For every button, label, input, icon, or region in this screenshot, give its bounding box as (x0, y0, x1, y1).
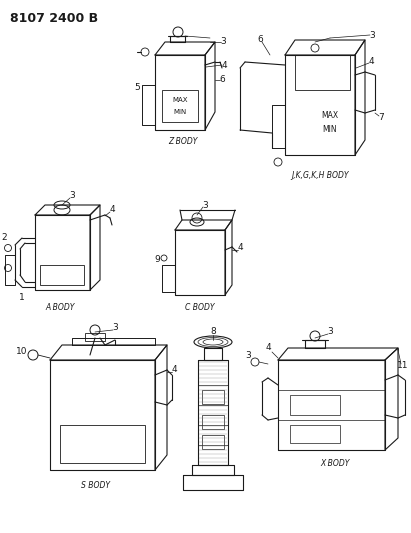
Text: C BODY: C BODY (185, 303, 215, 312)
Bar (202, 435, 224, 449)
Text: 10: 10 (16, 348, 28, 357)
Text: 1: 1 (19, 294, 25, 303)
Bar (85, 333, 105, 341)
Text: 3: 3 (69, 191, 75, 200)
Bar (290, 425, 340, 443)
Text: MAX: MAX (172, 97, 188, 103)
Text: 3: 3 (245, 351, 251, 359)
Text: 2: 2 (1, 233, 7, 243)
Text: MIN: MIN (323, 125, 337, 134)
Bar (162, 90, 198, 122)
Text: 8107 2400 B: 8107 2400 B (10, 12, 98, 25)
Text: 4: 4 (171, 366, 177, 375)
Text: A BODY: A BODY (45, 303, 75, 312)
Bar (290, 395, 340, 415)
Text: 11: 11 (397, 361, 409, 370)
Text: 4: 4 (237, 244, 243, 253)
Bar (202, 390, 224, 404)
Text: 3: 3 (220, 37, 226, 46)
Text: 6: 6 (219, 76, 225, 85)
Bar (295, 55, 350, 90)
Text: MAX: MAX (321, 110, 339, 119)
Text: X BODY: X BODY (320, 458, 350, 467)
Text: 3: 3 (369, 30, 375, 39)
Text: 3: 3 (202, 200, 208, 209)
Bar (40, 265, 84, 285)
Bar (202, 415, 224, 429)
Text: 6: 6 (257, 36, 263, 44)
Text: 8: 8 (210, 327, 216, 336)
Text: 4: 4 (221, 61, 227, 69)
Bar (60, 425, 145, 463)
Text: S BODY: S BODY (81, 481, 109, 489)
Text: Z BODY: Z BODY (169, 138, 198, 147)
Text: 3: 3 (112, 324, 118, 333)
Text: 4: 4 (368, 58, 374, 67)
Text: 4: 4 (265, 343, 271, 352)
Text: 7: 7 (378, 114, 384, 123)
Text: 4: 4 (109, 206, 115, 214)
Text: 3: 3 (327, 327, 333, 336)
Text: MIN: MIN (173, 109, 187, 115)
Text: 5: 5 (134, 84, 140, 93)
Text: 9: 9 (154, 255, 160, 264)
Text: J,K,G,K,H BODY: J,K,G,K,H BODY (291, 171, 349, 180)
